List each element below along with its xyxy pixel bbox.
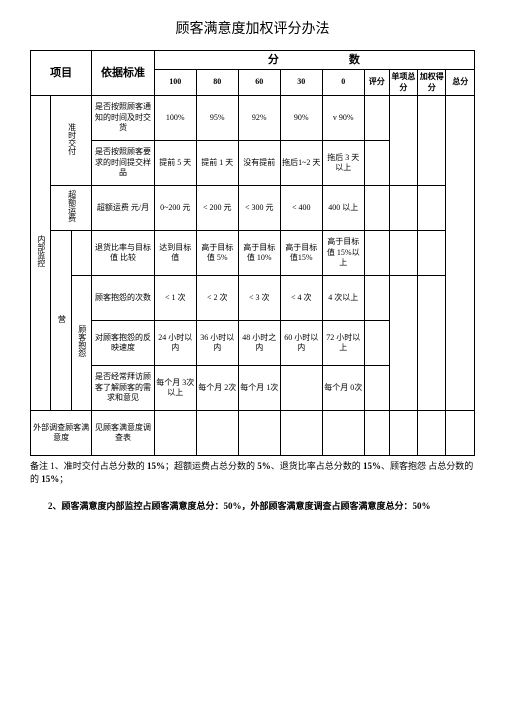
table-cell: 提前 5 天 (154, 141, 196, 186)
group-complaint: 顾客抱怨 (71, 276, 91, 411)
table-cell (389, 231, 417, 276)
table-cell (446, 411, 475, 456)
table-cell: 顾客抱怨的次数 (92, 276, 154, 321)
table-cell: 拖后 3 天以上 (322, 141, 364, 186)
hdr-score: 分数 (154, 51, 474, 70)
score-table: 项目 依据标准 分数 100 80 60 30 0 评分 单项总分 加权得分 总… (30, 50, 475, 456)
hdr-30: 30 (280, 70, 322, 96)
table-cell (418, 96, 446, 186)
table-cell: < 3 次 (238, 276, 280, 321)
table-cell: 每个月 1次 (238, 366, 280, 411)
table-cell: 高于目标值15% (280, 231, 322, 276)
table-cell: < 4 次 (280, 276, 322, 321)
table-cell (418, 186, 446, 231)
table-cell: 72 小时以上 (322, 321, 364, 366)
table-cell: < 2 次 (196, 276, 238, 321)
table-cell (280, 366, 322, 411)
table-cell (364, 366, 389, 411)
table-cell: v 90% (322, 96, 364, 141)
hdr-basis: 依据标准 (92, 51, 154, 96)
table-cell: 400 以上 (322, 186, 364, 231)
table-cell: 提前 1 天 (196, 141, 238, 186)
table-cell (280, 411, 322, 456)
group-ontime: 准时交付 (51, 96, 92, 186)
table-cell (71, 231, 91, 276)
table-cell: 36 小时以内 (196, 321, 238, 366)
table-cell: 是否按照顾客要求的时间提交样品 (92, 141, 154, 186)
table-cell: 超额运费 元/月 (92, 186, 154, 231)
table-cell: 高于目标值 10% (238, 231, 280, 276)
table-cell: 90% (280, 96, 322, 141)
table-cell: 24 小时以内 (154, 321, 196, 366)
table-cell: 每个月 2次 (196, 366, 238, 411)
table-cell (364, 276, 389, 321)
hdr-0: 0 (322, 70, 364, 96)
table-cell: 每个月 3次以上 (154, 366, 196, 411)
note-1: 备注 1、准时交付占总分数的 15%；超额运费占总分数的 5%、退货比率占总分数… (30, 460, 475, 485)
table-cell: 拖后1~2 天 (280, 141, 322, 186)
table-cell: 是否经常拜访顾客了解顾客的需求和意见 (92, 366, 154, 411)
table-cell: 高于目标值 15%以上 (322, 231, 364, 276)
group-overfee: 超额运费 (51, 186, 92, 231)
table-cell: < 400 (280, 186, 322, 231)
table-cell: < 1 次 (154, 276, 196, 321)
table-cell: 95% (196, 96, 238, 141)
table-cell (364, 411, 389, 456)
hdr-zongfen: 总分 (446, 70, 475, 96)
table-cell: 0~200 元 (154, 186, 196, 231)
page-title: 顾客满意度加权评分办法 (30, 18, 475, 38)
table-cell (364, 186, 389, 231)
hdr-80: 80 (196, 70, 238, 96)
table-cell: < 200 元 (196, 186, 238, 231)
table-cell: < 300 元 (238, 186, 280, 231)
hdr-100: 100 (154, 70, 196, 96)
table-cell (364, 321, 389, 366)
table-cell (389, 186, 417, 231)
table-cell: 高于目标值 5% (196, 231, 238, 276)
table-cell: 见顾客满意度调查表 (92, 411, 154, 456)
table-cell (418, 411, 446, 456)
table-cell (389, 276, 417, 411)
note-2: 2、顾客满意度内部监控占顾客满意度总分：50%，外部顾客满意度调查占顾客满意度总… (30, 499, 475, 512)
hdr-60: 60 (238, 70, 280, 96)
group-ying: 营 (51, 231, 71, 411)
table-cell: 48 小时之内 (238, 321, 280, 366)
table-cell (196, 411, 238, 456)
table-cell: 4 次以上 (322, 276, 364, 321)
table-cell (154, 411, 196, 456)
table-cell (446, 96, 475, 411)
hdr-pingfen: 评分 (364, 70, 389, 96)
table-cell: 没有提前 (238, 141, 280, 186)
hdr-danxiang: 单项总分 (389, 70, 417, 96)
table-cell (389, 96, 417, 186)
table-cell: 对顾客抱怨的反映速度 (92, 321, 154, 366)
table-cell (364, 141, 389, 186)
hdr-project: 项目 (31, 51, 92, 96)
table-cell: 100% (154, 96, 196, 141)
table-cell: 60 小时以内 (280, 321, 322, 366)
table-cell (238, 411, 280, 456)
table-cell: 退货比率与目标值 比较 (92, 231, 154, 276)
table-cell: 达到目标值 (154, 231, 196, 276)
table-cell: 每个月 0次 (322, 366, 364, 411)
table-cell (364, 96, 389, 141)
table-cell (364, 231, 389, 276)
table-cell: 92% (238, 96, 280, 141)
table-cell: 是否按照顾客通知的时间及时交货 (92, 96, 154, 141)
table-cell (418, 276, 446, 411)
table-cell (389, 411, 417, 456)
group-internal: 内部监控 (31, 96, 51, 411)
table-cell (322, 411, 364, 456)
table-cell (418, 231, 446, 276)
group-external: 外部调查顾客满意度 (31, 411, 92, 456)
hdr-jiaquan: 加权得分 (418, 70, 446, 96)
